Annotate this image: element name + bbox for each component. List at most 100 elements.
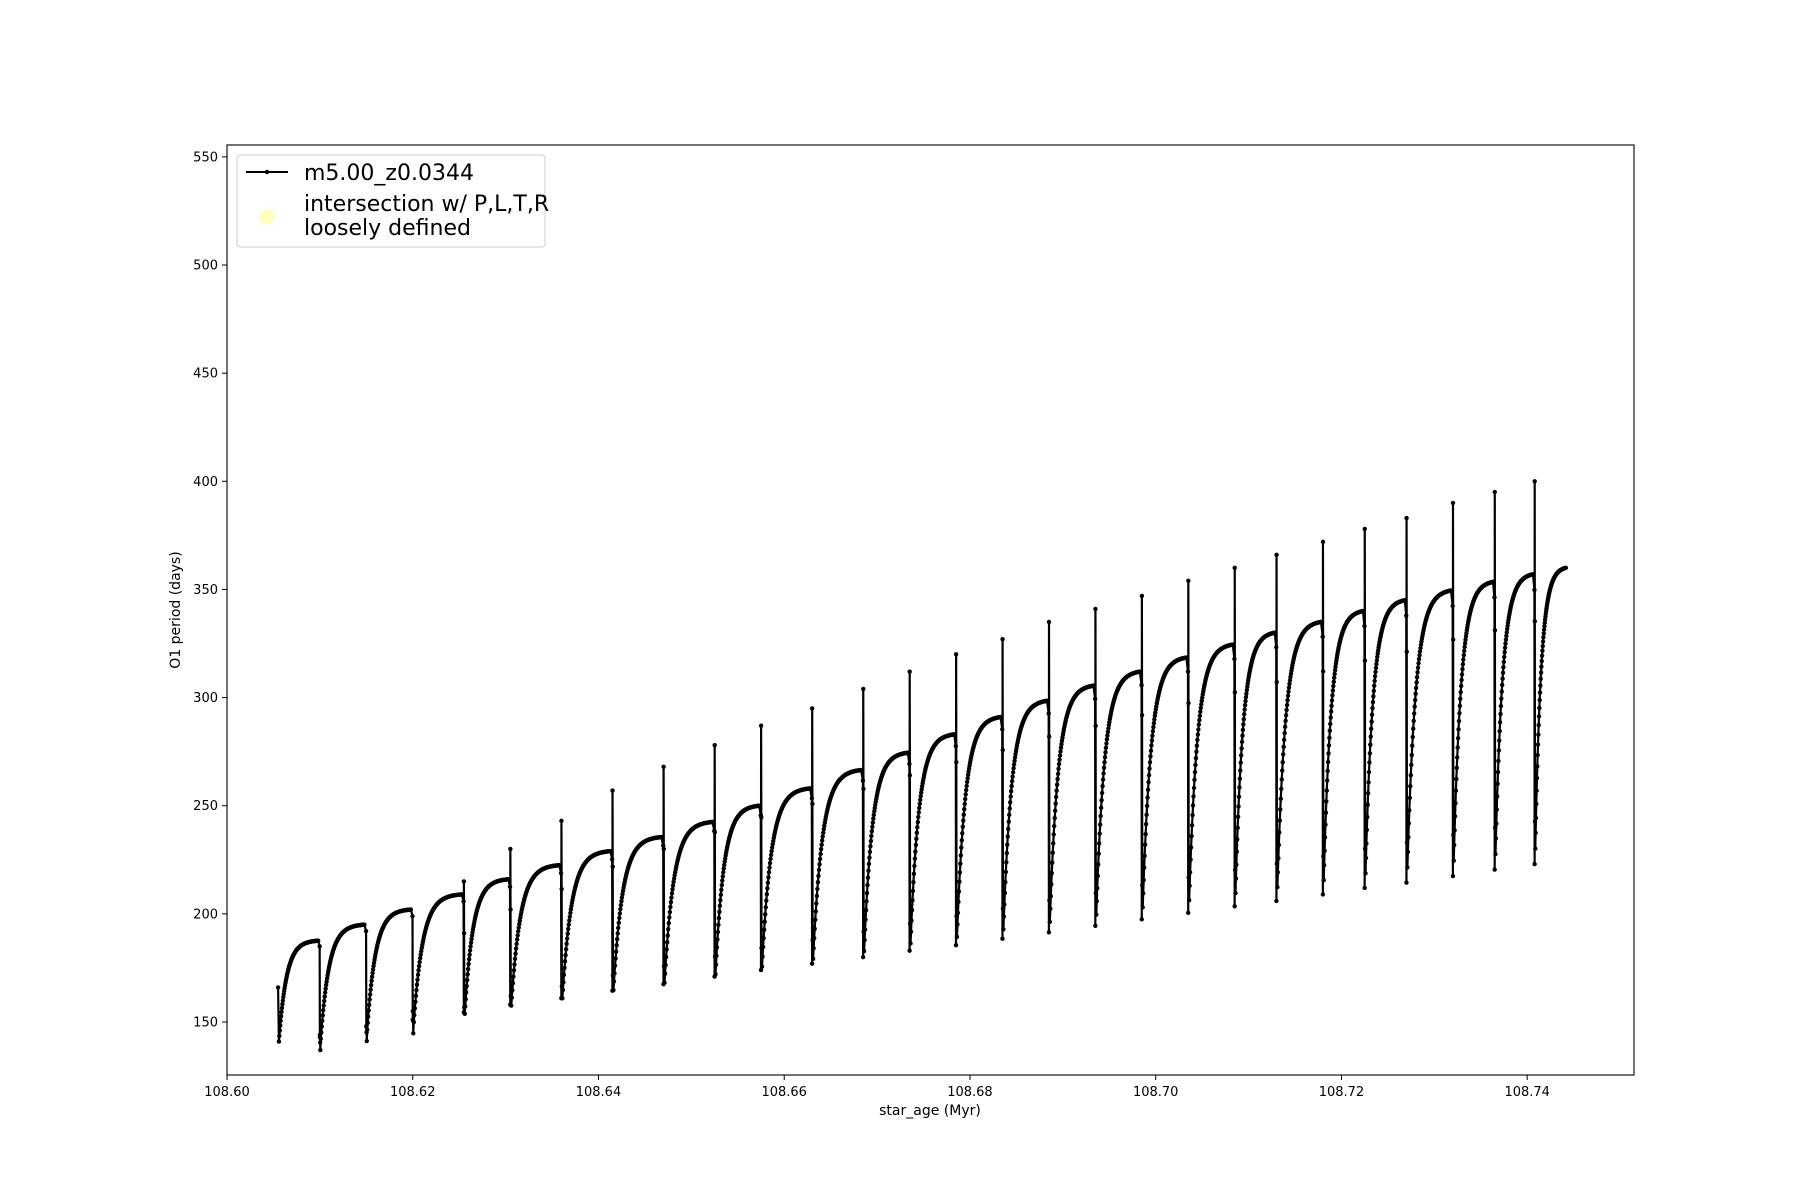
data-point bbox=[1497, 720, 1503, 725]
data-point bbox=[615, 931, 620, 936]
data-point bbox=[866, 861, 872, 867]
data-point bbox=[512, 956, 518, 962]
data-point bbox=[1320, 892, 1326, 897]
data-point bbox=[1098, 805, 1104, 811]
data-point bbox=[1454, 765, 1459, 771]
data-point bbox=[1097, 831, 1102, 836]
data-point bbox=[1240, 727, 1246, 733]
data-point bbox=[1188, 857, 1193, 862]
data-point bbox=[1194, 743, 1200, 748]
data-point bbox=[957, 870, 963, 875]
data-point bbox=[1415, 665, 1421, 670]
data-point bbox=[961, 818, 966, 823]
data-point bbox=[278, 1014, 284, 1019]
data-point bbox=[1094, 912, 1099, 917]
data-point bbox=[965, 772, 971, 777]
data-point bbox=[413, 999, 418, 1005]
data-point bbox=[1530, 572, 1536, 577]
data-point bbox=[1237, 785, 1242, 790]
data-point bbox=[1412, 697, 1418, 703]
data-point bbox=[1283, 718, 1288, 724]
data-point bbox=[1494, 807, 1499, 812]
data-point bbox=[321, 998, 327, 1004]
x-tick-label: 108.68 bbox=[947, 1085, 993, 1100]
data-point bbox=[1232, 904, 1237, 909]
data-point bbox=[1409, 762, 1414, 768]
data-point bbox=[1405, 849, 1411, 855]
data-point bbox=[955, 922, 960, 927]
data-point bbox=[413, 993, 419, 999]
data-point bbox=[1193, 762, 1198, 768]
data-point bbox=[1141, 865, 1147, 870]
data-point bbox=[511, 968, 517, 973]
data-point bbox=[417, 959, 422, 965]
data-point bbox=[1238, 768, 1243, 773]
data-point bbox=[907, 948, 912, 953]
data-point bbox=[1281, 737, 1287, 742]
data-point bbox=[1451, 842, 1457, 848]
data-point bbox=[612, 971, 617, 976]
data-point bbox=[868, 844, 873, 849]
data-point bbox=[1322, 848, 1327, 854]
data-point bbox=[616, 925, 621, 931]
data-point bbox=[324, 979, 329, 984]
data-point bbox=[1536, 723, 1541, 728]
data-point bbox=[319, 1024, 324, 1029]
data-point bbox=[858, 767, 864, 773]
data-point bbox=[963, 792, 968, 797]
data-point bbox=[815, 886, 820, 892]
data-point bbox=[1494, 821, 1499, 826]
data-point bbox=[1102, 760, 1107, 765]
data-point bbox=[321, 1003, 326, 1008]
data-point bbox=[608, 848, 613, 854]
data-point bbox=[1363, 871, 1368, 876]
data-point bbox=[1286, 685, 1292, 690]
data-point bbox=[321, 1008, 326, 1013]
data-point bbox=[613, 949, 619, 954]
data-point bbox=[1501, 659, 1507, 665]
data-point bbox=[1362, 846, 1368, 851]
data-point bbox=[765, 880, 771, 885]
data-point bbox=[1054, 788, 1059, 793]
data-point bbox=[811, 936, 817, 941]
data-point bbox=[566, 922, 571, 927]
data-point bbox=[1012, 755, 1018, 760]
data-point bbox=[1536, 732, 1541, 737]
data-point bbox=[1008, 794, 1013, 799]
data-point bbox=[1326, 751, 1331, 756]
data-point bbox=[712, 830, 718, 835]
data-point bbox=[1452, 828, 1457, 833]
data-point bbox=[1416, 661, 1421, 666]
data-point bbox=[614, 936, 620, 942]
data-point bbox=[1244, 687, 1250, 693]
y-tick-label: 200 bbox=[193, 907, 218, 922]
data-point bbox=[1103, 750, 1108, 755]
data-point bbox=[612, 963, 618, 968]
data-point bbox=[1277, 830, 1282, 835]
data-point bbox=[1492, 628, 1498, 633]
data-point bbox=[919, 790, 924, 795]
data-point bbox=[1152, 713, 1158, 719]
data-point bbox=[515, 933, 520, 938]
data-point bbox=[1000, 727, 1005, 732]
data-point bbox=[1499, 682, 1505, 688]
data-point bbox=[1502, 654, 1507, 660]
data-point bbox=[1322, 835, 1328, 840]
data-point bbox=[1496, 748, 1502, 753]
data-point bbox=[562, 965, 567, 971]
data-point bbox=[1232, 656, 1237, 662]
data-point bbox=[670, 887, 675, 892]
data-point bbox=[1147, 766, 1152, 771]
data-point bbox=[958, 861, 963, 866]
data-point bbox=[1541, 627, 1547, 632]
data-point bbox=[761, 936, 766, 941]
data-point bbox=[618, 902, 624, 908]
data-point bbox=[760, 944, 766, 950]
data-point bbox=[715, 929, 721, 935]
data-point bbox=[1320, 669, 1326, 674]
data-point bbox=[720, 878, 725, 883]
data-point bbox=[1046, 619, 1052, 625]
data-point bbox=[1325, 759, 1331, 765]
data-point bbox=[1493, 851, 1498, 857]
data-point bbox=[366, 1008, 371, 1013]
